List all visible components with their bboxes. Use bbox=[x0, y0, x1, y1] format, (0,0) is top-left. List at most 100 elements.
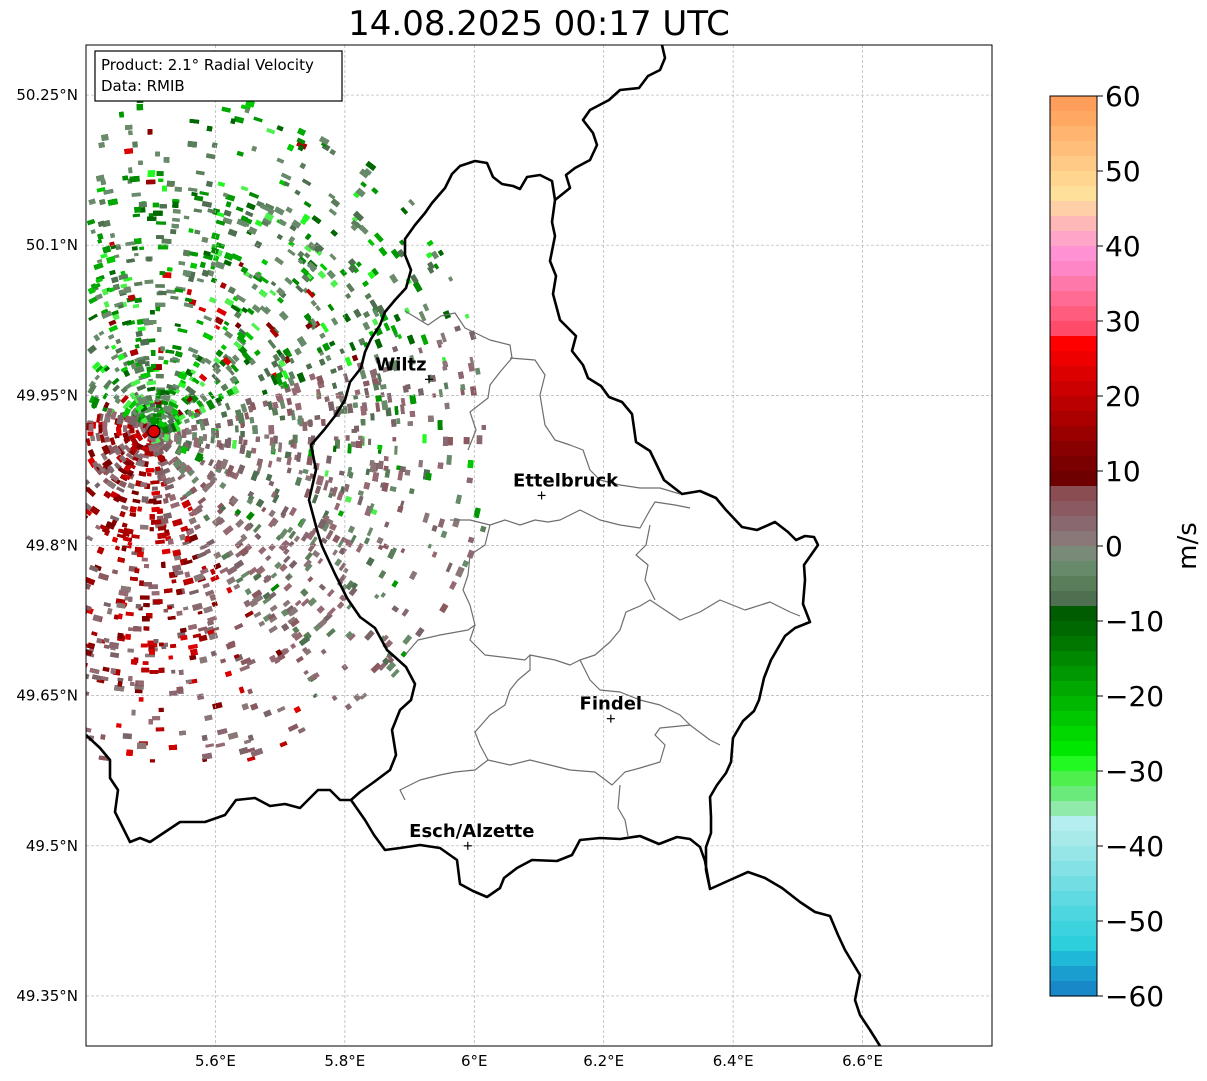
colorbar-ticks: 60 50 40 30 20 10 0 −10 −20 −30 −40 −50 −60 bbox=[1097, 80, 1164, 1013]
colorbar-swatch bbox=[1050, 141, 1097, 157]
lat-tick-label: 49.35°N bbox=[16, 987, 78, 1005]
colorbar-swatch bbox=[1050, 816, 1097, 832]
radar-echoes bbox=[86, 93, 487, 763]
canton-line-west bbox=[404, 624, 476, 656]
city-marker: Esch/Alzette bbox=[409, 821, 534, 850]
colorbar-swatch bbox=[1050, 96, 1097, 112]
colorbar-unit-label: m/s bbox=[1173, 522, 1203, 570]
colorbar-swatch bbox=[1050, 591, 1097, 607]
colorbar-swatch bbox=[1050, 396, 1097, 412]
canton-line-north2 bbox=[509, 357, 681, 495]
germany-moselle-border bbox=[709, 870, 882, 1046]
info-product: Product: 2.1° Radial Velocity bbox=[101, 56, 314, 74]
colorbar-swatch bbox=[1050, 426, 1097, 442]
colorbar-swatch bbox=[1050, 966, 1097, 982]
colorbar-swatches bbox=[1050, 96, 1097, 997]
colorbar-swatch bbox=[1050, 276, 1097, 292]
colorbar-swatch bbox=[1050, 411, 1097, 427]
lat-tick-label: 49.95°N bbox=[16, 386, 78, 404]
colorbar-swatch bbox=[1050, 786, 1097, 802]
colorbar-tick-label: −30 bbox=[1105, 755, 1164, 788]
canton-line-north bbox=[404, 310, 513, 451]
colorbar-tick-label: 0 bbox=[1105, 530, 1123, 563]
colorbar-swatch bbox=[1050, 291, 1097, 307]
colorbar-tick-label: 20 bbox=[1105, 380, 1141, 413]
lat-tick-label: 50.25°N bbox=[16, 86, 78, 104]
colorbar-swatch bbox=[1050, 861, 1097, 877]
lon-tick-label: 6.2°E bbox=[583, 1052, 624, 1070]
longitude-labels: 5.6°E 5.8°E 6°E 6.2°E 6.4°E 6.6°E bbox=[195, 1052, 883, 1070]
germany-east-border bbox=[554, 45, 667, 202]
colorbar-tick-label: 40 bbox=[1105, 230, 1141, 263]
colorbar-swatch bbox=[1050, 306, 1097, 322]
colorbar-swatch bbox=[1050, 381, 1097, 397]
colorbar-swatch bbox=[1050, 336, 1097, 352]
colorbar-swatch bbox=[1050, 681, 1097, 697]
canton-line-mid3 bbox=[635, 524, 656, 601]
colorbar-swatch bbox=[1050, 891, 1097, 907]
colorbar-swatch bbox=[1050, 936, 1097, 952]
canton-line-mid bbox=[450, 501, 691, 529]
lon-tick-label: 5.6°E bbox=[195, 1052, 236, 1070]
colorbar-swatch bbox=[1050, 156, 1097, 172]
colorbar-swatch bbox=[1050, 261, 1097, 277]
colorbar-swatch bbox=[1050, 441, 1097, 457]
colorbar-swatch bbox=[1050, 756, 1097, 772]
city-label: Esch/Alzette bbox=[409, 821, 534, 842]
colorbar-swatch bbox=[1050, 981, 1097, 997]
colorbar-swatch bbox=[1050, 231, 1097, 247]
country-borders bbox=[86, 45, 882, 1046]
info-box: Product: 2.1° Radial Velocity Data: RMIB bbox=[94, 50, 343, 102]
colorbar-swatch bbox=[1050, 666, 1097, 682]
colorbar-swatch bbox=[1050, 186, 1097, 202]
chart-title: 14.08.2025 00:17 UTC bbox=[348, 4, 730, 44]
colorbar-swatch bbox=[1050, 531, 1097, 547]
colorbar-swatch bbox=[1050, 171, 1097, 187]
lat-tick-label: 49.5°N bbox=[26, 837, 78, 855]
colorbar-swatch bbox=[1050, 366, 1097, 382]
colorbar-swatch bbox=[1050, 246, 1097, 262]
colorbar-swatch bbox=[1050, 906, 1097, 922]
colorbar-swatch bbox=[1050, 636, 1097, 652]
colorbar-swatch bbox=[1050, 501, 1097, 517]
lat-tick-label: 49.8°N bbox=[26, 537, 78, 555]
colorbar-swatch bbox=[1050, 516, 1097, 532]
luxembourg-border bbox=[307, 159, 820, 899]
colorbar-tick-label: −10 bbox=[1105, 605, 1164, 638]
colorbar-tick-label: −20 bbox=[1105, 680, 1164, 713]
canton-line-south2 bbox=[487, 724, 721, 786]
colorbar-swatch bbox=[1050, 111, 1097, 127]
colorbar-tick-label: 50 bbox=[1105, 155, 1141, 188]
colorbar-tick-label: −50 bbox=[1105, 905, 1164, 938]
colorbar-swatch bbox=[1050, 606, 1097, 622]
colorbar-swatch bbox=[1050, 471, 1097, 487]
city-label: Ettelbruck bbox=[513, 470, 619, 491]
colorbar-swatch bbox=[1050, 651, 1097, 667]
lon-tick-label: 6.4°E bbox=[713, 1052, 754, 1070]
info-data-source: Data: RMIB bbox=[101, 77, 185, 95]
colorbar-swatch bbox=[1050, 741, 1097, 757]
colorbar-swatch bbox=[1050, 771, 1097, 787]
radar-site-dot bbox=[147, 424, 161, 438]
colorbar-swatch bbox=[1050, 951, 1097, 967]
colorbar-tick-label: −40 bbox=[1105, 830, 1164, 863]
lon-tick-label: 5.8°E bbox=[324, 1052, 365, 1070]
colorbar-swatch bbox=[1050, 561, 1097, 577]
canton-boundaries bbox=[399, 310, 801, 837]
colorbar-swatch bbox=[1050, 321, 1097, 337]
city-markers: Wiltz Ettelbruck Findel Esch/Alzette bbox=[375, 354, 642, 850]
colorbar-swatch bbox=[1050, 831, 1097, 847]
colorbar-swatch bbox=[1050, 201, 1097, 217]
colorbar-swatch bbox=[1050, 726, 1097, 742]
colorbar-tick-label: 60 bbox=[1105, 80, 1141, 113]
colorbar-swatch bbox=[1050, 126, 1097, 142]
gridlines bbox=[86, 45, 992, 1046]
canton-line-east bbox=[579, 659, 691, 726]
lat-tick-label: 50.1°N bbox=[26, 236, 78, 254]
colorbar-tick-label: 10 bbox=[1105, 455, 1141, 488]
canton-line-south3 bbox=[617, 784, 629, 837]
colorbar-tick-label: −60 bbox=[1105, 980, 1164, 1013]
colorbar-swatch bbox=[1050, 846, 1097, 862]
